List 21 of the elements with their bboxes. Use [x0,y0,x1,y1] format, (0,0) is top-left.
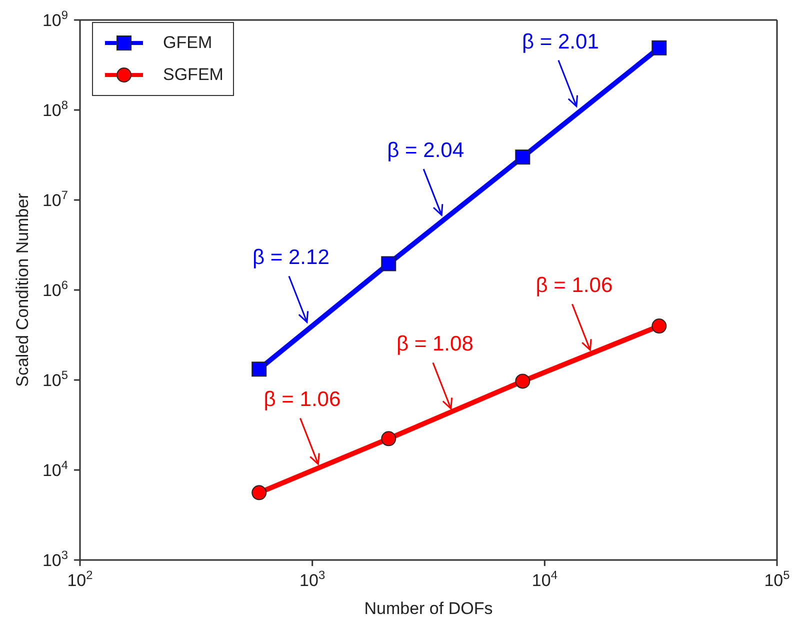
x-axis-title: Number of DOFs [364,599,493,618]
legend-label: GFEM [163,33,212,53]
x-tick-label: 10$^{2}$ [67,568,94,590]
legend-label: SGFEM [163,65,224,85]
annotation: β = 1.06 [536,274,613,298]
y-tick-label: 10$^{8}$ [42,98,68,120]
x-tick-label: 10$^{5}$ [764,568,790,590]
annotation: β = 2.12 [252,246,330,270]
x-tick-label: 10$^{4}$ [532,568,558,590]
y-tick-label: 10$^{7}$ [42,188,68,210]
annotation: β = 2.01 [522,30,599,54]
y-tick-label: 10$^{6}$ [42,278,68,300]
y-axis-title: Scaled Condition Number [13,192,32,387]
y-tick-label: 10$^{4}$ [42,458,68,480]
y-tick-label: 10$^{3}$ [42,548,68,570]
y-tick-label: 10$^{5}$ [42,368,68,390]
annotation: β = 1.06 [264,388,341,412]
y-tick-label: 10$^{9}$ [42,8,68,30]
annotation: β = 1.08 [396,332,474,356]
annotation: β = 2.04 [387,139,464,162]
x-tick-label: 10$^{3}$ [300,568,326,590]
